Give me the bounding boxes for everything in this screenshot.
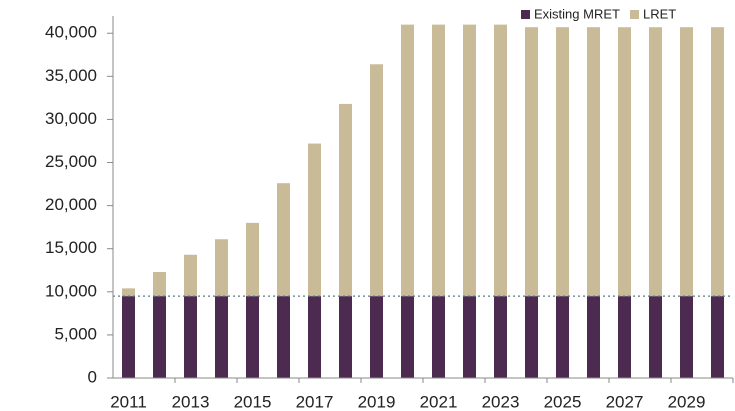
bar-segment [587,27,600,297]
bar-segment [370,296,383,378]
x-tick-label: 2027 [606,392,644,411]
bar-segment [556,27,569,297]
bar-segment [246,296,259,378]
x-tick-label: 2013 [172,392,210,411]
y-tick-label: 15,000 [45,238,97,257]
x-tick-label: 2023 [482,392,520,411]
bar-segment [401,296,414,378]
bar-segment [153,271,166,297]
legend-label: Existing MRET [534,6,620,21]
x-tick-label: 2029 [668,392,706,411]
bar-segment [525,296,538,378]
bar-segment [215,239,228,297]
bar-segment [463,296,476,378]
bar-segment [463,24,476,297]
bar-segment [711,296,724,378]
bar-segment [525,27,538,297]
y-tick-label: 10,000 [45,281,97,300]
bar-segment [370,64,383,297]
bar-segment [587,296,600,378]
bar-segment [494,296,507,378]
y-tick-label: 40,000 [45,23,97,42]
bar-segment [680,27,693,297]
y-tick-label: 0 [88,367,97,386]
bar-segment [618,27,631,297]
bar-segment [432,296,445,378]
legend-swatch [629,10,639,19]
bar-segment [184,254,197,297]
y-tick-label: 30,000 [45,109,97,128]
bar-segment [494,24,507,297]
bar-segment [711,27,724,297]
bar-segment [277,296,290,378]
bar-segment [308,143,321,297]
bar-segment [649,27,662,297]
x-tick-label: 2021 [420,392,458,411]
bar-segment [556,296,569,378]
bar-segment [215,296,228,378]
bar-segment [680,296,693,378]
bar-segment [649,296,662,378]
x-tick-label: 2019 [358,392,396,411]
bar-segment [339,296,352,378]
y-tick-label: 25,000 [45,152,97,171]
bar-segment [122,296,135,378]
bar-segment [339,103,352,297]
bar-segment [432,24,445,297]
bar-segment [401,24,414,297]
bar-segment [122,288,135,297]
bar-segment [277,183,290,297]
y-tick-label: 35,000 [45,66,97,85]
x-tick-label: 2015 [234,392,272,411]
bar-segment [153,296,166,378]
x-tick-label: 2011 [110,392,147,411]
bar-segment [308,296,321,378]
bar-segment [246,222,259,297]
y-tick-label: 5,000 [54,324,97,343]
legend-label: LRET [643,6,676,21]
y-tick-label: 20,000 [45,195,97,214]
bar-segment [618,296,631,378]
x-tick-label: 2025 [544,392,582,411]
x-tick-label: 2017 [296,392,334,411]
legend-swatch [521,10,530,19]
bar-segment [184,296,197,378]
